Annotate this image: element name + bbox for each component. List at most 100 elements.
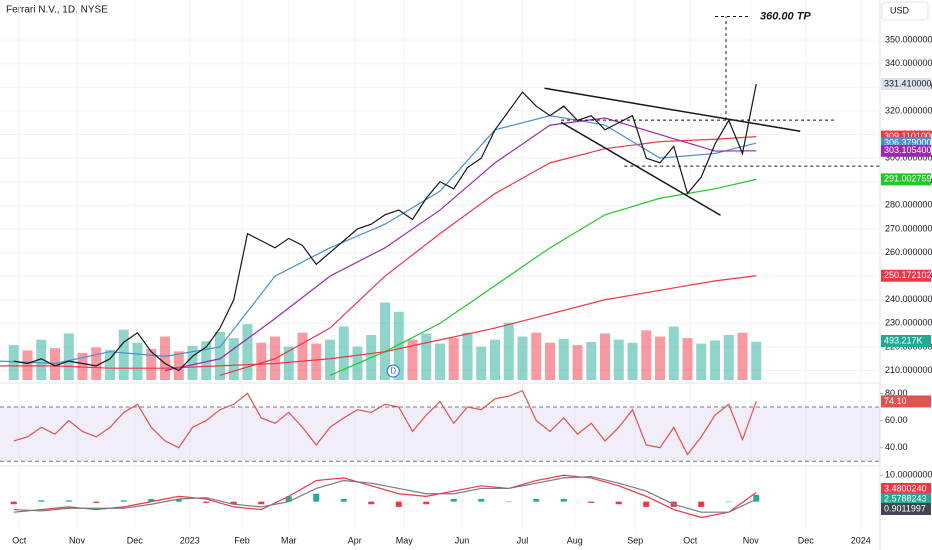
volume-bar [531, 332, 542, 380]
macd-line [13, 475, 757, 513]
trendline [544, 87, 801, 132]
volume-bar [228, 338, 239, 380]
rsi-tick-label: 80.00 [885, 388, 908, 398]
rsi-band [0, 407, 880, 462]
histogram-bar [285, 496, 292, 502]
histogram-bar [560, 499, 567, 502]
moving-average [0, 275, 757, 369]
ma-value-label: 291.0027599 [884, 174, 932, 184]
x-tick-label: Aug [567, 535, 583, 545]
volume-bar [187, 345, 198, 380]
ma-value-label-box [881, 173, 931, 186]
histogram-bar [120, 500, 127, 502]
moving-average [219, 136, 757, 376]
volume-bar [641, 330, 652, 380]
last-price-label-box [881, 78, 931, 91]
x-tick-label: Dec [127, 535, 144, 545]
currency-button[interactable] [881, 1, 929, 21]
volume-bar [545, 342, 555, 380]
volume-bar [407, 339, 418, 380]
volume-bar [132, 342, 143, 380]
x-tick-label: Mar [281, 535, 297, 545]
volume-value-label-box [881, 335, 931, 347]
volume-bar [421, 333, 432, 380]
volume-bar [586, 342, 597, 380]
histogram-value-label-box [881, 493, 931, 505]
histogram-bar [588, 501, 595, 503]
histogram-bar [450, 499, 457, 502]
volume-bar [338, 326, 349, 380]
ma-value-label-box [881, 144, 931, 157]
y-tick-label: 270.0000000 [885, 223, 932, 233]
histogram-bar [643, 501, 650, 507]
histogram-bar [395, 501, 402, 507]
volume-bar [476, 346, 487, 380]
histogram-bar [725, 501, 732, 503]
volume-bar [710, 340, 720, 380]
macd-value-label-box [881, 483, 931, 495]
y-tick-label: 240.0000000 [885, 294, 932, 304]
price-line [13, 83, 757, 372]
histogram-bar [38, 500, 45, 502]
histogram-bar [230, 501, 237, 505]
volume-bar [490, 339, 500, 380]
volume-bar [655, 336, 665, 380]
y-tick-label: 340.0000000 [885, 58, 932, 68]
histogram-bar [368, 501, 375, 505]
volume-bar [448, 338, 459, 380]
ma-value-label: 306.3790000 [884, 137, 932, 147]
trendline [560, 121, 721, 216]
volume-bar [668, 326, 679, 380]
histogram-bar [698, 501, 705, 507]
histogram-bar [478, 499, 485, 502]
histogram-bar [423, 501, 430, 505]
histogram-bar [313, 493, 320, 502]
histogram-bar [10, 501, 17, 505]
volume-bar [627, 342, 638, 380]
volume-bar [63, 333, 74, 380]
x-tick-label: Sep [627, 535, 643, 545]
moving-average [0, 115, 757, 365]
x-tick-label: May [396, 535, 414, 545]
y-tick-label: 260.0000000 [885, 247, 932, 257]
volume-bar [311, 343, 322, 380]
volume-bar [297, 332, 308, 380]
y-tick-label: 230.0000000 [885, 318, 932, 328]
volume-bar [737, 332, 748, 380]
last-price-label: 331.4100000 [884, 78, 932, 88]
volume-bar [600, 333, 610, 380]
dividend-marker [386, 364, 400, 378]
y-tick-label: 300.0000000 [885, 153, 932, 163]
histogram-bar [203, 501, 210, 503]
volume-bar [325, 339, 335, 380]
x-tick-label: Oct [683, 535, 698, 545]
rsi-line [13, 389, 757, 456]
histogram-bar [753, 494, 760, 502]
volume-bar [613, 339, 624, 380]
volume-bar [723, 335, 734, 380]
histogram-bar [65, 500, 72, 502]
histogram-bar [505, 501, 512, 503]
x-tick-label: Nov [69, 535, 86, 545]
histogram-bar [533, 499, 540, 502]
rsi-tick-label: 40.00 [885, 442, 908, 452]
x-tick-label: Oct [12, 535, 27, 545]
histogram-bar [340, 499, 347, 502]
histogram-bar [148, 499, 155, 502]
rsi-tick-label: 60.00 [885, 415, 908, 425]
rsi-value-label-box [881, 395, 931, 408]
x-tick-label: Dec [798, 535, 815, 545]
volume-bar [435, 343, 445, 380]
volume-bar [682, 338, 693, 380]
x-tick-label: Apr [348, 535, 362, 545]
volume-bar [393, 311, 404, 380]
volume-bar [558, 338, 569, 380]
volume-bar [173, 351, 184, 380]
histogram-bar [93, 501, 100, 503]
volume-bar [146, 348, 157, 380]
volume-bar [256, 342, 267, 380]
y-tick-label: 280.0000000 [885, 200, 932, 210]
